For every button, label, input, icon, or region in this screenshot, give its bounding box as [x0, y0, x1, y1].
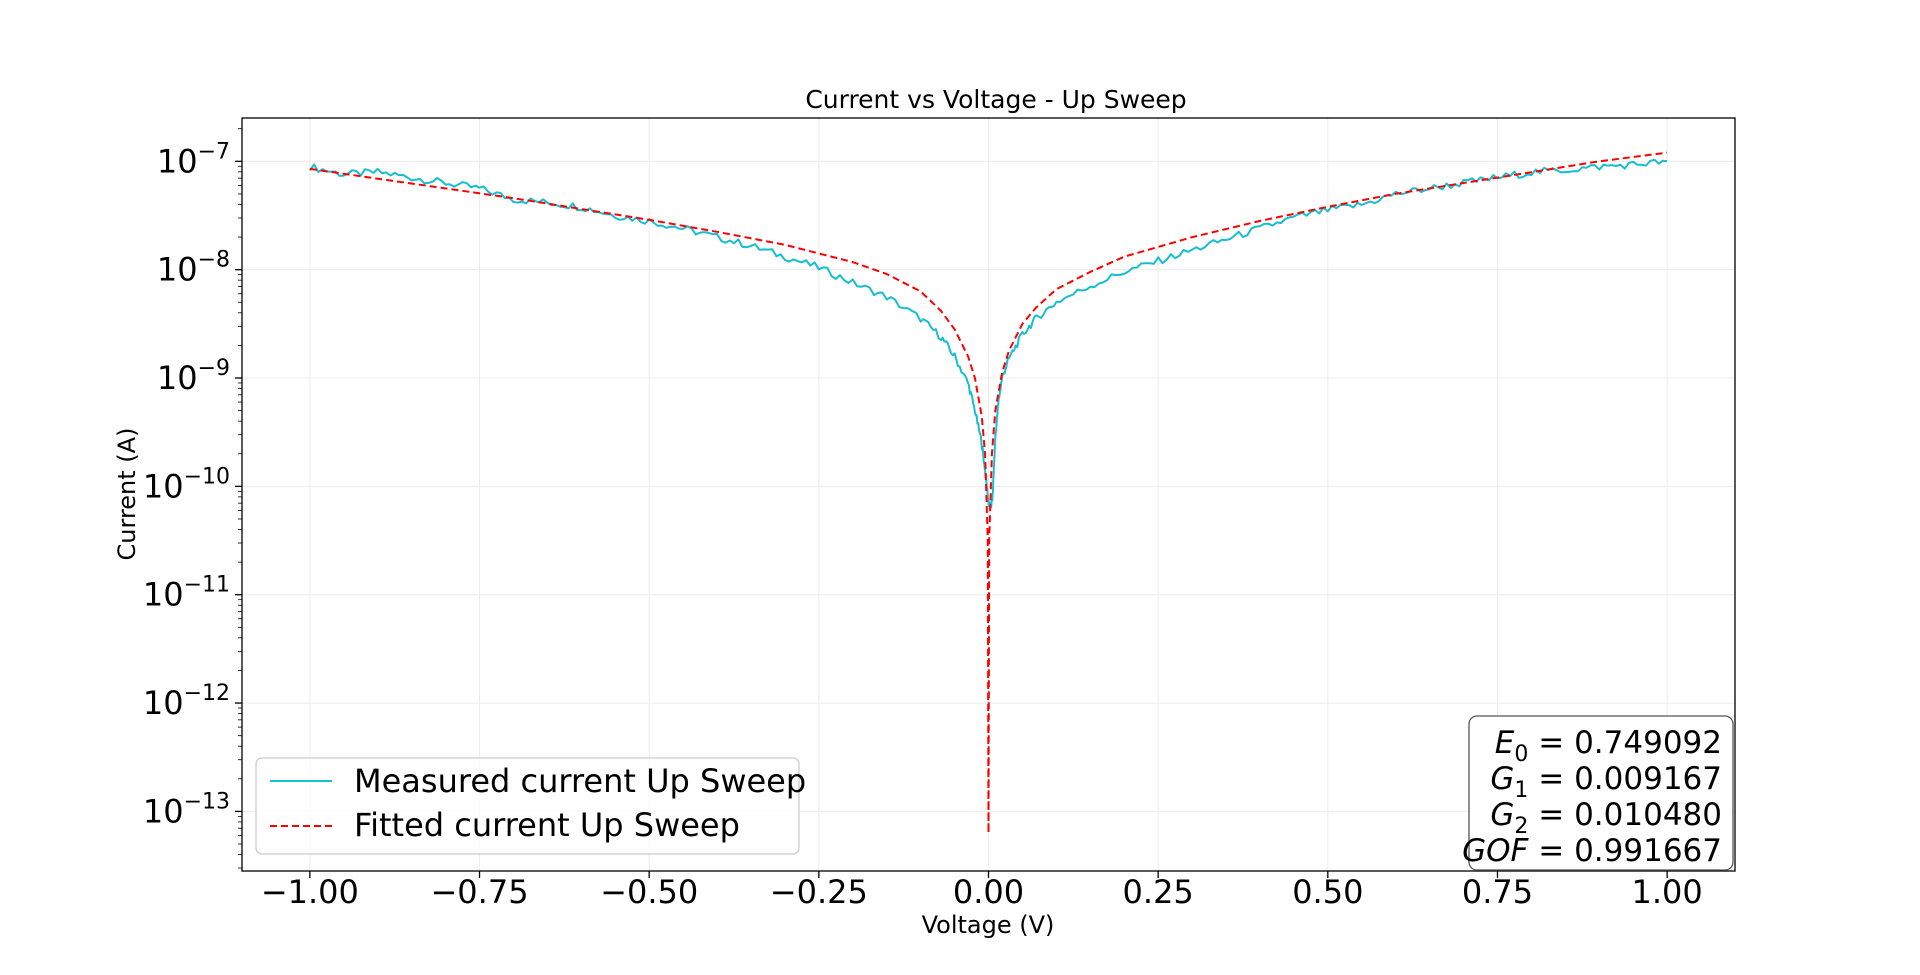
y-axis-label: Current (A): [113, 428, 141, 561]
y-tick-label: 10−11: [143, 573, 230, 614]
y-tick-label: 10−10: [143, 464, 230, 505]
series-layer: [309, 151, 1668, 835]
fit-parameter: GOF = 0.991667: [1462, 833, 1722, 869]
y-tick-label: 10−13: [143, 789, 230, 830]
x-tick-label: 1.00: [1632, 873, 1703, 911]
legend-label-measured: Measured current Up Sweep: [354, 762, 806, 800]
chart-title: Current vs Voltage - Up Sweep: [805, 85, 1186, 114]
x-tick-label: −0.50: [600, 873, 698, 911]
legend: Measured current Up Sweep Fitted current…: [255, 757, 806, 855]
y-tick-label: 10−9: [157, 356, 230, 397]
x-tick-label: 0.00: [953, 873, 1024, 911]
y-tick-label: 10−7: [157, 139, 230, 180]
x-tick-label: 0.25: [1123, 873, 1194, 911]
fitted-current-line: [309, 151, 1668, 835]
x-axis-label: Voltage (V): [922, 911, 1055, 939]
x-tick-label: −0.25: [770, 873, 868, 911]
annotation-box: [1468, 715, 1734, 871]
x-tick-label: −0.75: [430, 873, 528, 911]
y-tick-label: 10−12: [143, 681, 230, 722]
fit-parameter: G1 = 0.009167: [1490, 761, 1722, 803]
y-tick-label: 10−8: [157, 248, 230, 289]
legend-box: [255, 757, 800, 855]
legend-label-fitted: Fitted current Up Sweep: [354, 806, 740, 844]
x-tick-label: 0.50: [1292, 873, 1363, 911]
y-axis: 10−7 10−8 10−9 10−10 10−11 10−12 10−13: [143, 128, 242, 869]
fit-parameter: E0 = 0.749092: [1495, 725, 1722, 767]
x-tick-label: 0.75: [1462, 873, 1533, 911]
x-tick-label: −1.00: [261, 873, 359, 911]
x-axis: −1.00 −0.75 −0.50 −0.25 0.00 0.25 0.50 0.75 1.00: [261, 871, 1703, 911]
fit-parameter: G2 = 0.010480: [1490, 797, 1722, 839]
